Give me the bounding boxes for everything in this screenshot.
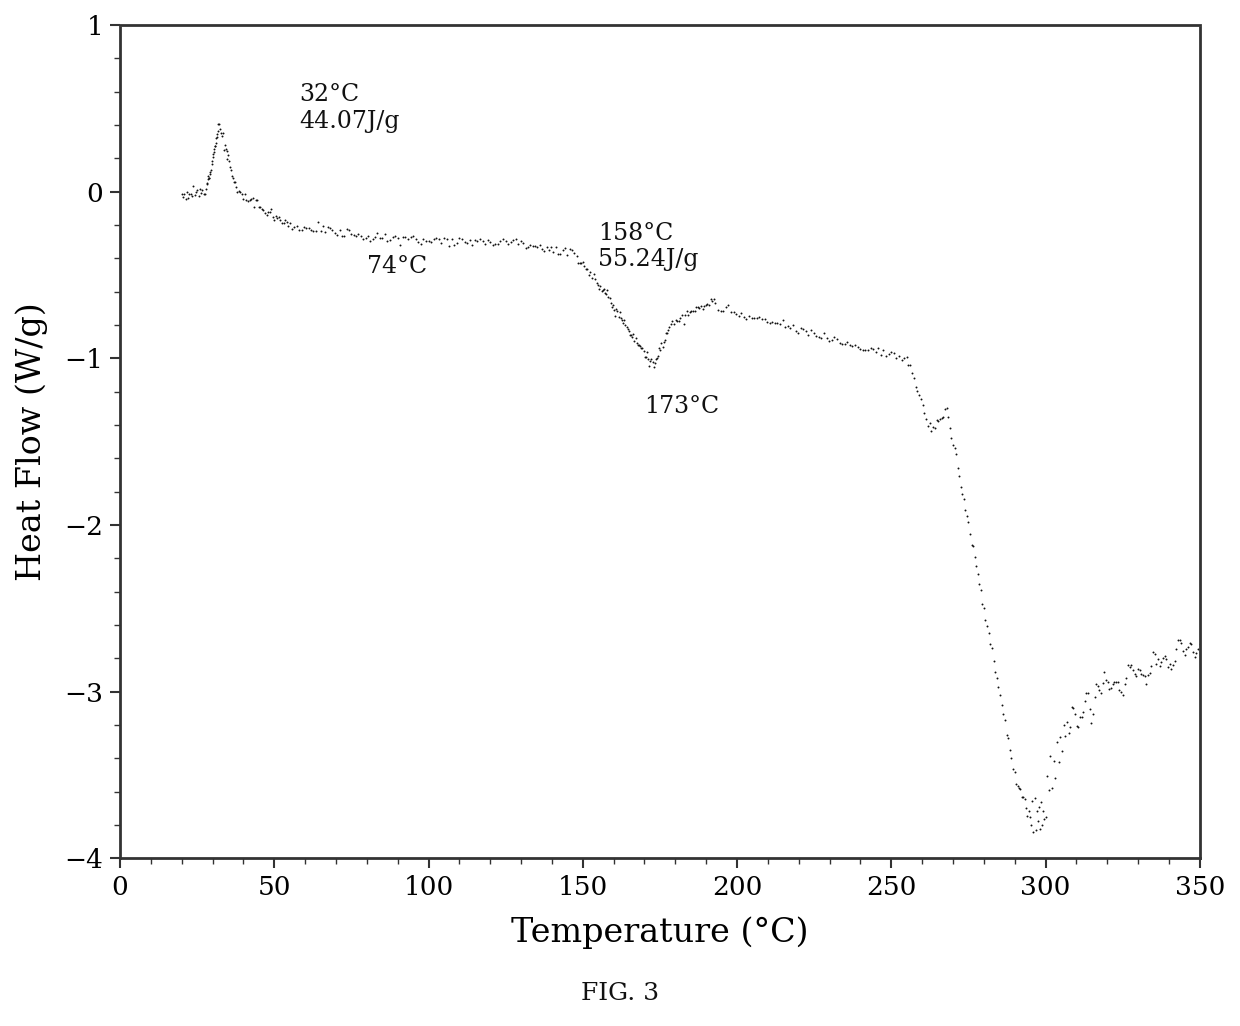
Text: 173°C: 173°C	[645, 395, 719, 418]
Text: 32°C
44.07J/g: 32°C 44.07J/g	[299, 83, 399, 133]
Y-axis label: Heat Flow (W/g): Heat Flow (W/g)	[15, 303, 47, 581]
X-axis label: Temperature (°C): Temperature (°C)	[511, 917, 808, 949]
Text: 158°C
55.24J/g: 158°C 55.24J/g	[598, 222, 698, 271]
Text: 74°C: 74°C	[367, 255, 427, 278]
Text: FIG. 3: FIG. 3	[580, 982, 660, 1004]
